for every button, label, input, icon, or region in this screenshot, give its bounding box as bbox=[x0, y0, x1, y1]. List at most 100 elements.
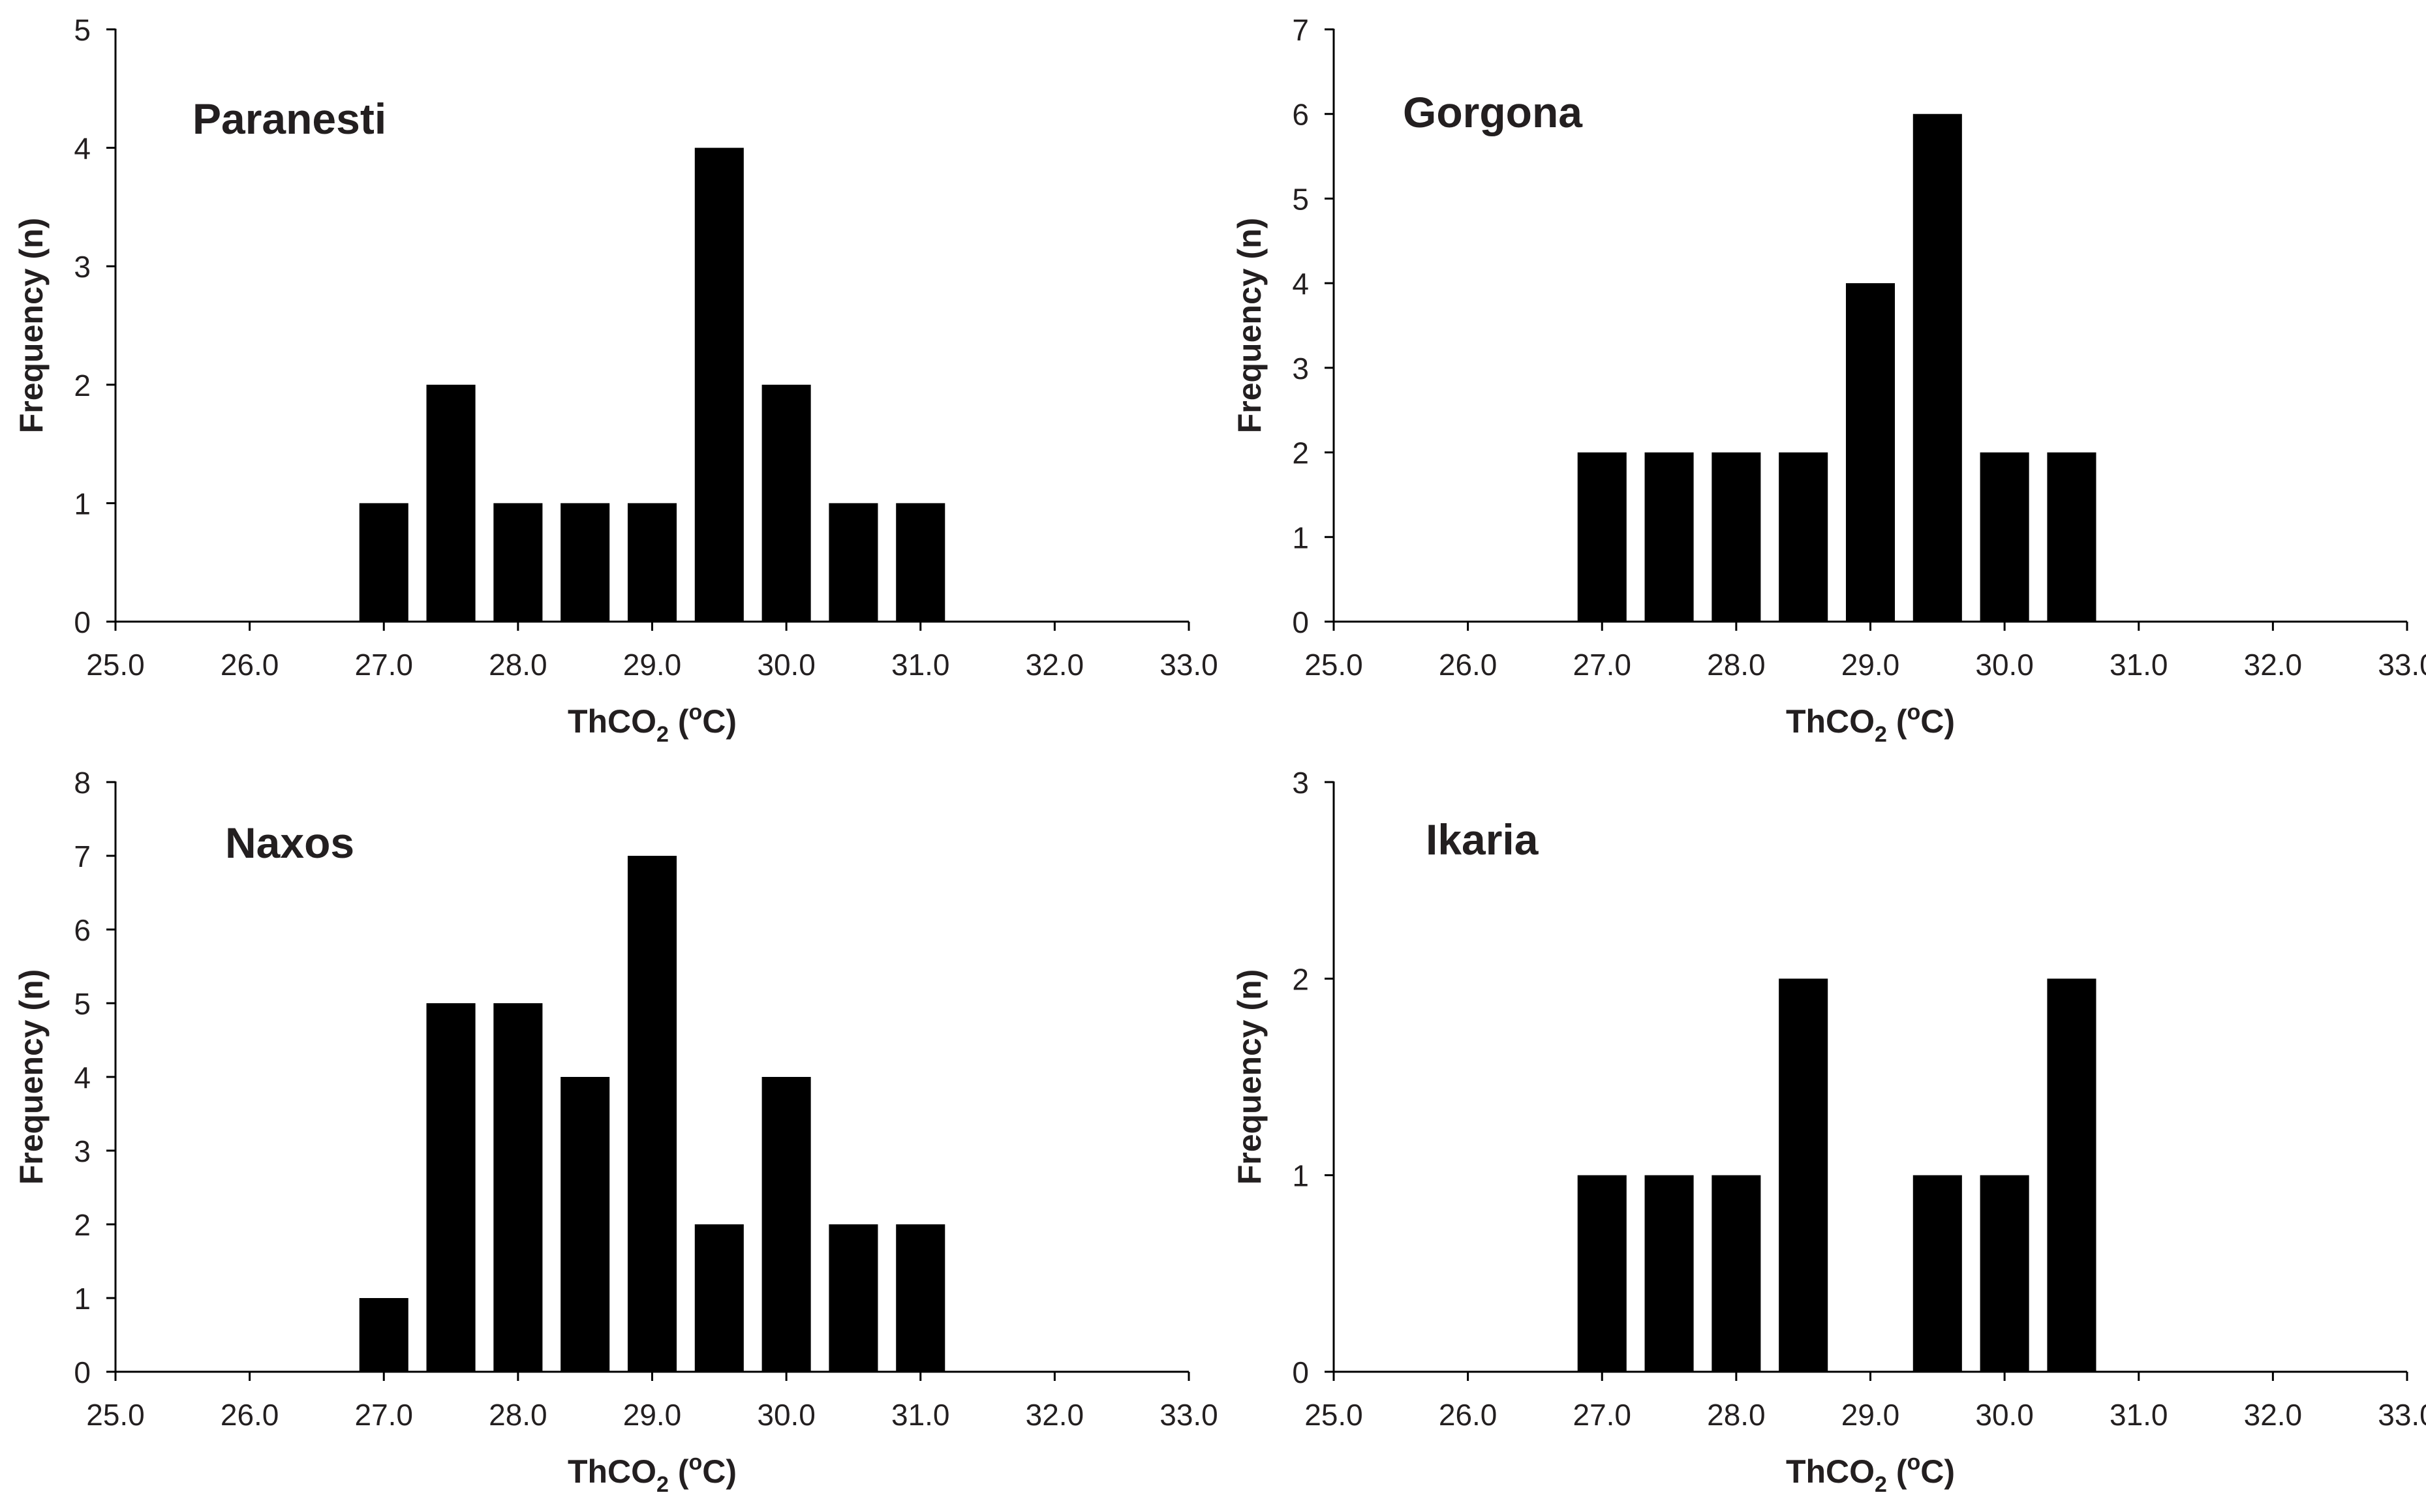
y-tick-label: 4 bbox=[74, 132, 91, 166]
x-axis-title: ThCO2 (oC) bbox=[1786, 700, 1955, 747]
x-tick-label: 27.0 bbox=[354, 1398, 413, 1432]
x-tick-label: 26.0 bbox=[1439, 1398, 1497, 1432]
x-tick-label: 30.0 bbox=[1975, 648, 2034, 682]
x-tick-label: 32.0 bbox=[2244, 1398, 2303, 1432]
panel-title: Ikaria bbox=[1426, 815, 1539, 864]
x-tick-label: 26.0 bbox=[221, 1398, 279, 1432]
bar-ikaria-1 bbox=[1644, 1175, 1694, 1372]
bar-naxos-7 bbox=[829, 1224, 878, 1372]
bar-naxos-1 bbox=[426, 1003, 476, 1372]
y-tick-label: 5 bbox=[74, 13, 91, 47]
x-tick-label: 32.0 bbox=[1026, 648, 1084, 682]
bar-gorgona-5 bbox=[1912, 113, 1962, 622]
x-tick-label: 28.0 bbox=[489, 648, 547, 682]
x-tick-label: 26.0 bbox=[1439, 648, 1497, 682]
y-axis-title: Frequency (n) bbox=[13, 969, 50, 1185]
x-tick-label: 25.0 bbox=[86, 648, 145, 682]
x-axis-title-superscript: o bbox=[1907, 1450, 1921, 1475]
bar-paranesti-3 bbox=[560, 503, 610, 622]
bar-paranesti-5 bbox=[694, 147, 744, 622]
y-tick-label: 0 bbox=[1292, 1355, 1309, 1389]
bar-paranesti-0 bbox=[359, 503, 408, 622]
y-tick-label: 1 bbox=[1292, 521, 1309, 554]
bar-naxos-5 bbox=[694, 1224, 744, 1372]
x-axis-title-tail: C) bbox=[702, 1453, 737, 1490]
y-tick-label: 2 bbox=[1292, 436, 1309, 470]
x-axis-title-main: ThCO bbox=[1786, 1453, 1875, 1490]
x-tick-label: 25.0 bbox=[86, 1398, 145, 1432]
panel-naxos: 0 1 2 3 4 5 6 7 8 25.0 26.0 27.0 28.0 29.0 30.0 31.0 32.… bbox=[13, 766, 1218, 1497]
x-tick-label: 30.0 bbox=[757, 1398, 816, 1432]
bar-gorgona-0 bbox=[1577, 452, 1627, 622]
y-tick-label: 2 bbox=[74, 1208, 91, 1242]
y-tick-label: 1 bbox=[74, 487, 91, 521]
x-axis-title-tail: C) bbox=[702, 703, 737, 740]
x-tick-label: 33.0 bbox=[1159, 1398, 1218, 1432]
x-tick-label: 29.0 bbox=[1841, 648, 1900, 682]
x-tick-label: 25.0 bbox=[1304, 648, 1363, 682]
x-tick-label: 25.0 bbox=[1304, 1398, 1363, 1432]
x-axis-title-open: ( bbox=[1887, 703, 1907, 740]
x-tick-label: 33.0 bbox=[1159, 648, 1218, 682]
x-tick-label: 32.0 bbox=[1026, 1398, 1084, 1432]
x-axis-title-main: ThCO bbox=[568, 703, 656, 740]
bar-gorgona-4 bbox=[1845, 283, 1896, 622]
bar-ikaria-2 bbox=[1712, 1175, 1761, 1372]
panel-title: Naxos bbox=[225, 819, 354, 867]
x-axis-title-subscript: 2 bbox=[656, 1472, 669, 1497]
bar-ikaria-4 bbox=[1912, 1175, 1962, 1372]
y-tick-label: 6 bbox=[1292, 98, 1309, 132]
bar-gorgona-1 bbox=[1644, 452, 1694, 622]
x-axis-title: ThCO2 (oC) bbox=[1786, 1450, 1955, 1497]
x-tick-label: 28.0 bbox=[1707, 648, 1766, 682]
bar-naxos-3 bbox=[560, 1077, 610, 1372]
bar-gorgona-2 bbox=[1712, 452, 1761, 622]
panel-title: Gorgona bbox=[1403, 88, 1583, 136]
x-axis-title-tail: C) bbox=[1920, 703, 1955, 740]
y-axis-title: Frequency (n) bbox=[13, 218, 50, 434]
bar-naxos-4 bbox=[627, 856, 677, 1372]
x-axis-title-subscript: 2 bbox=[1875, 722, 1887, 747]
x-tick-label: 31.0 bbox=[2110, 648, 2168, 682]
x-tick-label: 28.0 bbox=[1707, 1398, 1766, 1432]
x-axis-title-superscript: o bbox=[689, 1450, 703, 1475]
panel-ikaria: 0 1 2 3 25.0 26.0 27.0 28.0 29.0 30.0 31.0 32.0 33.0… bbox=[1231, 766, 2426, 1497]
x-tick-label: 31.0 bbox=[2110, 1398, 2168, 1432]
bar-naxos-8 bbox=[896, 1224, 945, 1372]
panel-title: Paranesti bbox=[192, 95, 386, 143]
bar-ikaria-6 bbox=[2047, 978, 2096, 1372]
x-axis-title-subscript: 2 bbox=[1875, 1472, 1887, 1497]
panel-paranesti: 0 1 2 3 4 5 25.0 26.0 27.0 28.0 29.0 30.0 31.0 32.0 33… bbox=[13, 13, 1218, 747]
x-tick-label: 33.0 bbox=[2378, 1398, 2426, 1432]
x-axis-title-main: ThCO bbox=[568, 1453, 656, 1490]
x-tick-label: 27.0 bbox=[354, 648, 413, 682]
y-tick-label: 1 bbox=[1292, 1159, 1309, 1193]
y-axis-title: Frequency (n) bbox=[1231, 969, 1268, 1185]
y-tick-label: 3 bbox=[1292, 766, 1309, 800]
x-axis-title-open: ( bbox=[669, 1453, 689, 1490]
bar-ikaria-5 bbox=[1980, 1175, 2029, 1372]
bar-gorgona-3 bbox=[1779, 452, 1828, 622]
y-tick-label: 5 bbox=[1292, 182, 1309, 216]
y-tick-label: 8 bbox=[74, 766, 91, 800]
bar-paranesti-1 bbox=[426, 384, 476, 622]
y-tick-label: 3 bbox=[1292, 352, 1309, 386]
x-axis-title-main: ThCO bbox=[1786, 703, 1875, 740]
bar-naxos-2 bbox=[493, 1003, 543, 1372]
x-tick-label: 31.0 bbox=[891, 1398, 950, 1432]
x-axis-title-subscript: 2 bbox=[656, 722, 669, 747]
bar-naxos-6 bbox=[761, 1077, 811, 1372]
x-tick-label: 31.0 bbox=[891, 648, 950, 682]
y-tick-label: 5 bbox=[74, 987, 91, 1021]
x-axis-title-superscript: o bbox=[689, 700, 703, 725]
bar-naxos-0 bbox=[359, 1298, 408, 1372]
bar-paranesti-2 bbox=[493, 503, 543, 622]
x-tick-label: 29.0 bbox=[623, 648, 682, 682]
bar-paranesti-8 bbox=[896, 503, 945, 622]
x-tick-label: 33.0 bbox=[2378, 648, 2426, 682]
y-tick-label: 1 bbox=[74, 1282, 91, 1316]
x-axis-title: ThCO2 (oC) bbox=[568, 700, 737, 747]
bar-paranesti-6 bbox=[761, 384, 811, 622]
x-tick-label: 30.0 bbox=[1975, 1398, 2034, 1432]
